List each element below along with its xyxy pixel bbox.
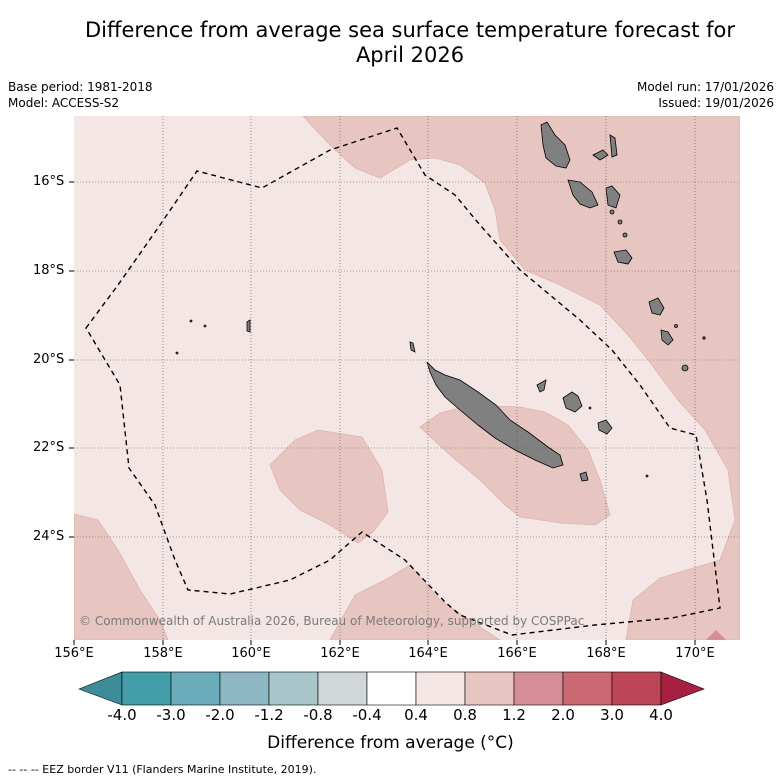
vanuatu-erromango	[648, 297, 665, 316]
issued-date: Issued: 19/01/2026	[658, 96, 774, 110]
lat-label: 16°S	[33, 174, 65, 189]
meta-right: Model run: 17/01/2026 Issued: 19/01/2026	[637, 79, 774, 111]
lon-label: 168°E	[586, 646, 626, 661]
map-title: Difference from average sea surface temp…	[60, 18, 760, 68]
anomaly-region-west	[269, 429, 389, 544]
copyright-notice: © Commonwealth of Australia 2026, Bureau…	[79, 614, 585, 628]
vanuatu-efate	[613, 249, 633, 265]
colorbar	[78, 671, 705, 706]
hunter-islet	[645, 474, 649, 478]
anomaly-region-northeast	[302, 116, 740, 640]
lon-label: 170°E	[675, 646, 715, 661]
base-period: Base period: 1981-2018	[8, 80, 153, 94]
loyalty-lifou	[562, 391, 583, 413]
colorbar-bin-7	[415, 671, 466, 706]
colorbar-tick: -2.0	[205, 706, 235, 724]
meta-left: Base period: 1981-2018 Model: ACCESS-S2	[8, 79, 153, 111]
colorbar-bin-5	[317, 671, 368, 706]
anomaly-region-south	[329, 564, 501, 640]
colorbar-tick: 0.4	[404, 706, 428, 724]
vanuatu-islet-3	[622, 232, 628, 238]
loyalty-mare	[597, 419, 613, 435]
model-run: Model run: 17/01/2026	[636, 80, 774, 94]
loyalty-islet	[588, 406, 592, 410]
lat-label: 18°S	[33, 263, 65, 278]
vanuatu-pentecost	[605, 185, 621, 209]
reef-islet-1	[189, 319, 193, 323]
lon-label: 164°E	[408, 646, 448, 661]
lat-label: 24°S	[33, 529, 65, 544]
lon-label: 156°E	[54, 646, 94, 661]
lon-label: 166°E	[497, 646, 537, 661]
graticule	[74, 116, 740, 640]
lat-label: 22°S	[33, 440, 65, 455]
reef-islet-3	[175, 351, 179, 355]
colorbar-bin-2	[170, 671, 221, 706]
colorbar-tick: -4.0	[107, 706, 137, 724]
vanuatu-islet-1	[609, 209, 615, 215]
vanuatu-espiritu-santo	[540, 121, 571, 169]
colorbar-bin-8	[464, 671, 515, 706]
vanuatu-tanna	[660, 329, 674, 346]
colorbar-tick: -3.0	[156, 706, 186, 724]
vanuatu-ambae	[592, 149, 609, 161]
colorbar-tick: 0.8	[453, 706, 477, 724]
loyalty-ouvea	[536, 379, 547, 393]
vanuatu-islet-2	[617, 219, 623, 225]
new-caledonia-island	[426, 361, 564, 469]
matthew-island	[681, 364, 689, 372]
land-masses	[175, 121, 706, 482]
vanuatu-islet-4	[674, 324, 678, 328]
colorbar-bin-6	[366, 671, 417, 706]
eez-border	[85, 127, 721, 636]
colorbar-bin-11	[611, 671, 662, 706]
colorbar-bin-9	[513, 671, 564, 706]
anomaly-region-warmer	[706, 630, 726, 640]
axis-ticks	[69, 181, 696, 645]
eez-legend-footer: -- -- -- EEZ border V11 (Flanders Marine…	[8, 763, 317, 776]
colorbar-title: Difference from average (°C)	[267, 733, 514, 753]
vanuatu-maewo	[609, 134, 618, 158]
colorbar-tick: -1.2	[254, 706, 284, 724]
colorbar-bin-10	[562, 671, 613, 706]
map-area	[74, 116, 740, 640]
colorbar-bin-4	[268, 671, 319, 706]
model-name: Model: ACCESS-S2	[8, 96, 120, 110]
isle-of-pines	[579, 471, 589, 482]
reef-islet-2	[203, 324, 207, 328]
title-line-2: April 2026	[355, 43, 465, 67]
lat-label: 20°S	[33, 352, 65, 367]
colorbar-bin-3	[219, 671, 270, 706]
lon-label: 158°E	[143, 646, 183, 661]
colorbar-extend-right	[660, 671, 705, 706]
chesterfield-islet	[246, 319, 251, 333]
belep-islands	[409, 341, 416, 353]
lon-label: 160°E	[231, 646, 271, 661]
colorbar-tick: 4.0	[649, 706, 673, 724]
colorbar-tick: -0.4	[352, 706, 382, 724]
colorbar-tick: -0.8	[303, 706, 333, 724]
colorbar-bin-1	[121, 671, 172, 706]
colorbar-tick: 3.0	[600, 706, 624, 724]
colorbar-tick: 1.2	[502, 706, 526, 724]
vanuatu-malakula	[567, 179, 599, 209]
anomaly-region-southwest	[74, 513, 169, 640]
colorbar-tick: 2.0	[551, 706, 575, 724]
lon-label: 162°E	[320, 646, 360, 661]
colorbar-extend-left	[78, 671, 123, 706]
vanuatu-islet-5	[702, 336, 706, 340]
title-line-1: Difference from average sea surface temp…	[85, 18, 735, 42]
